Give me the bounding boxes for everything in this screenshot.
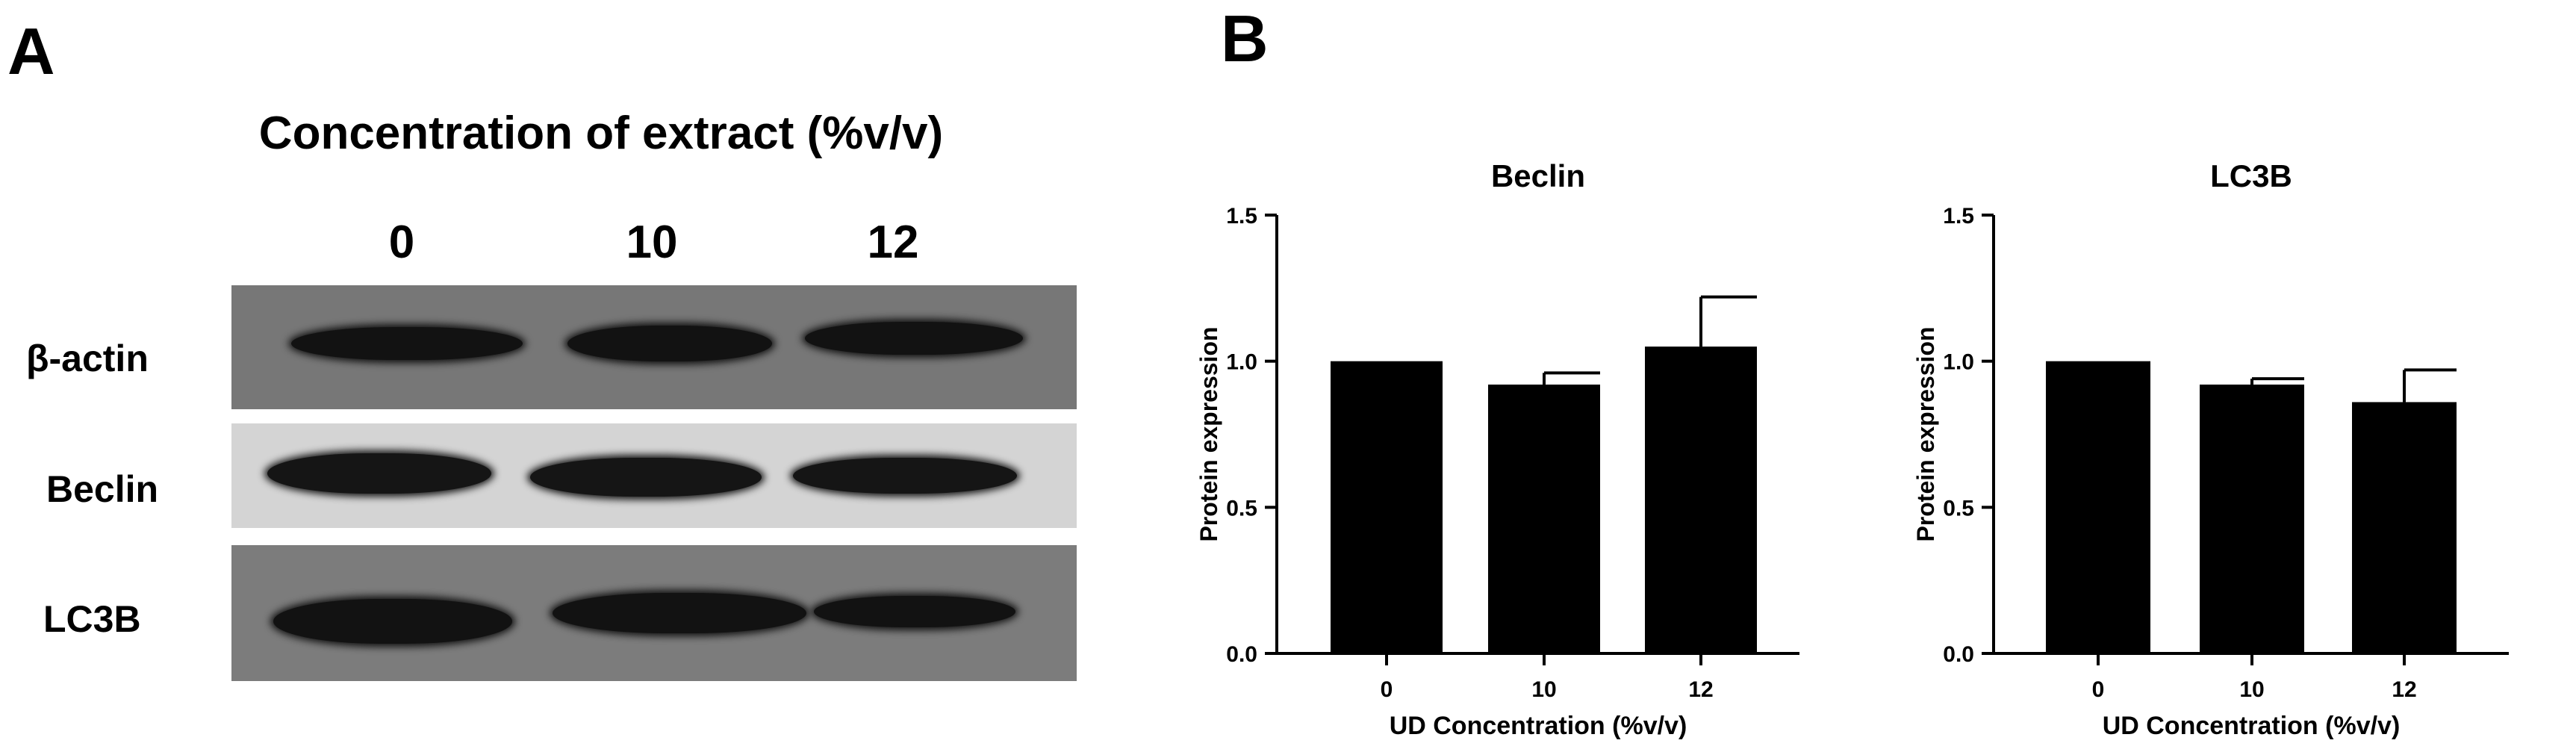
x-tick-label: 10 [2239,677,2264,702]
band-lc3b-10 [553,593,806,633]
x-tick-label: 12 [1688,677,1713,702]
y-tick-label: 0.0 [1943,642,1974,667]
x-tick-label: 0 [1381,677,1393,702]
band-beta-actin-10 [567,326,772,361]
x-tick-label: 0 [2092,677,2105,702]
y-tick-label: 1.0 [1943,350,1974,375]
band-beclin-12 [793,458,1017,494]
y-tick-label: 1.5 [1226,204,1257,229]
lane-label-12: 12 [867,217,919,268]
blot-title: Concentration of extract (%v/v) [258,108,944,159]
y-tick-label: 0.0 [1226,642,1257,667]
bar-10 [2200,384,2304,653]
y-axis-label: Protein expression [1912,326,1939,541]
y-tick-label: 1.5 [1943,204,1974,229]
x-tick-label: 12 [2392,677,2416,702]
chart-title: Beclin [1491,158,1585,193]
panel-a-letter: A [7,14,55,88]
band-beclin-0 [267,453,491,494]
y-tick-label: 0.5 [1943,496,1974,521]
chart-title: LC3B [2210,158,2292,193]
lane-label-10: 10 [626,217,678,268]
x-axis-label: UD Concentration (%v/v) [2103,712,2401,740]
blot-strip-beta-actin [231,285,1077,409]
panel-b-letter: B [1221,1,1269,75]
row-label-lc3b: LC3B [43,598,141,640]
band-lc3b-0 [273,599,512,644]
bar-12 [1645,347,1757,653]
band-beta-actin-0 [291,327,523,360]
row-label-beta-actin: β-actin [26,338,149,379]
bar-10 [1488,384,1600,653]
y-axis-label: Protein expression [1195,326,1222,541]
x-axis-label: UD Concentration (%v/v) [1390,712,1687,740]
x-tick-label: 10 [1531,677,1556,702]
band-beta-actin-12 [805,322,1023,355]
band-beclin-10 [530,458,762,497]
lane-label-0: 0 [388,217,415,268]
row-label-beclin: Beclin [46,468,159,510]
y-tick-label: 1.0 [1226,350,1257,375]
lc3b-bar-chart: LC3B 0.0 0.5 1.0 1.5 0 10 12 UD Concentration (%… [1912,158,2509,740]
bar-0 [1331,361,1443,653]
band-lc3b-12 [814,596,1015,627]
blot-strip-lc3b [231,545,1077,681]
bar-12 [2352,402,2457,653]
blot-strip-beclin [231,423,1077,528]
bar-0 [2046,361,2150,653]
y-tick-label: 0.5 [1226,496,1257,521]
